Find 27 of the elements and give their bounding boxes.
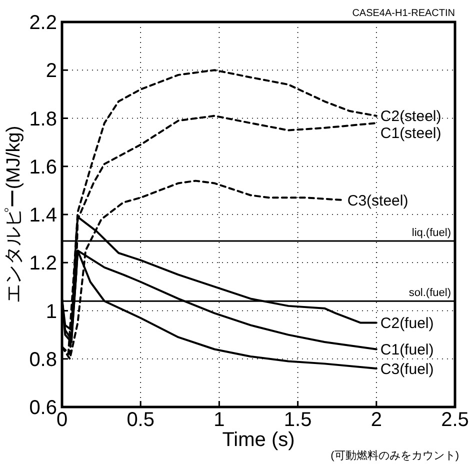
y-axis-title: エンタルピー(MJ/kg) [4, 126, 25, 304]
x-tick-label: 2 [370, 409, 382, 431]
ref-line-label: sol.(fuel) [408, 287, 451, 300]
series-label: C3(fuel) [380, 360, 434, 378]
y-tick-label: 1 [46, 300, 57, 323]
y-tick-label: 1.6 [29, 156, 57, 178]
y-tick-label: 2 [46, 60, 57, 82]
y-tick-label: 1.8 [29, 108, 57, 130]
ref-line-label: liq.(fuel) [412, 226, 451, 239]
chart-title: CASE4A-H1-REACTIN [352, 8, 455, 19]
series-label: C1(fuel) [380, 342, 434, 358]
text: (可動燃料のみをカウント) [330, 449, 459, 462]
x-tick-label: 2.5 [441, 409, 469, 431]
y-tick-label: 0.8 [29, 348, 57, 371]
series-label: C3(steel) [347, 192, 408, 210]
y-tick-label: 1.2 [29, 252, 57, 275]
y-tick-label: 1.4 [29, 204, 57, 226]
x-axis-title: Time (s) [222, 429, 295, 451]
series-label: C2(fuel) [380, 315, 434, 332]
series-label: C2(steel) [380, 108, 442, 126]
y-tick-label: 0.6 [29, 397, 57, 419]
y-tick-label: 2.2 [29, 12, 57, 34]
x-tick-label: 0.5 [126, 409, 155, 431]
x-tick-label: 1.5 [284, 409, 312, 431]
series-label: C1(steel) [380, 125, 442, 142]
x-tick-label: 0 [56, 409, 68, 431]
x-tick-label: 1 [214, 409, 225, 431]
